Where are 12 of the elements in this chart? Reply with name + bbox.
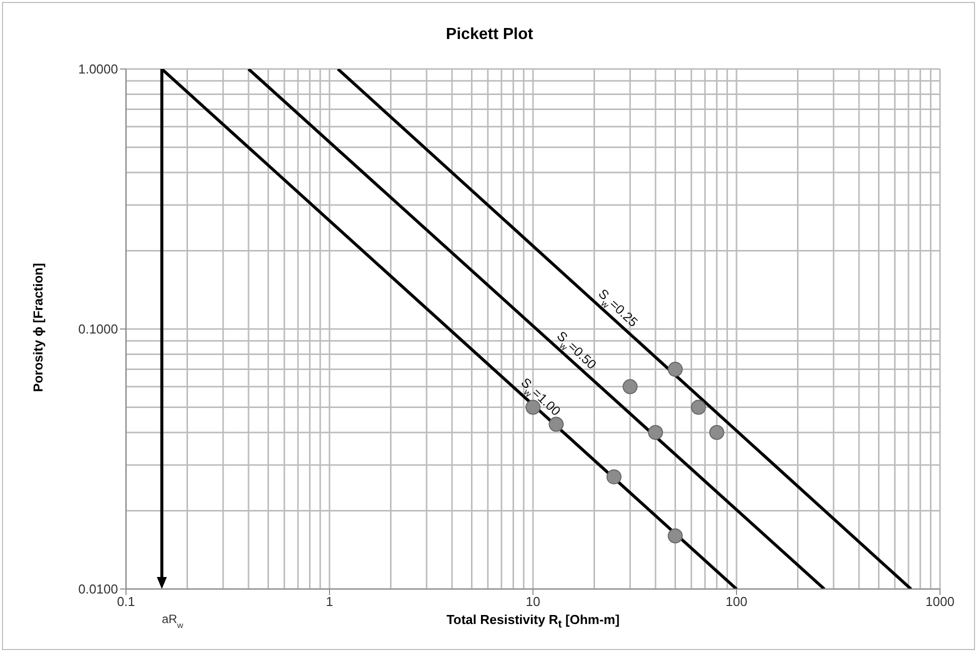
x-tick-label: 1 — [326, 594, 334, 610]
y-tick-label: 0.1000 — [78, 322, 118, 337]
x-tick-label: 1000 — [926, 594, 954, 610]
x-axis-title: Total Resistivity R$_{t}$ [Ohm-m] — [446, 612, 620, 631]
y-tick-label: 1.0000 — [78, 62, 118, 77]
chart-title: Pickett Plot — [444, 26, 534, 44]
x-tick-label: 0.1 — [116, 594, 136, 610]
y-tick-label: 0.0100 — [78, 582, 118, 597]
x-tick-label: 10 — [526, 594, 540, 610]
ref-line-label: aR$_{w}$ — [162, 612, 184, 630]
x-tick-label: 100 — [726, 594, 748, 610]
y-axis-title: Porosity ϕ [Fraction] — [30, 262, 46, 394]
